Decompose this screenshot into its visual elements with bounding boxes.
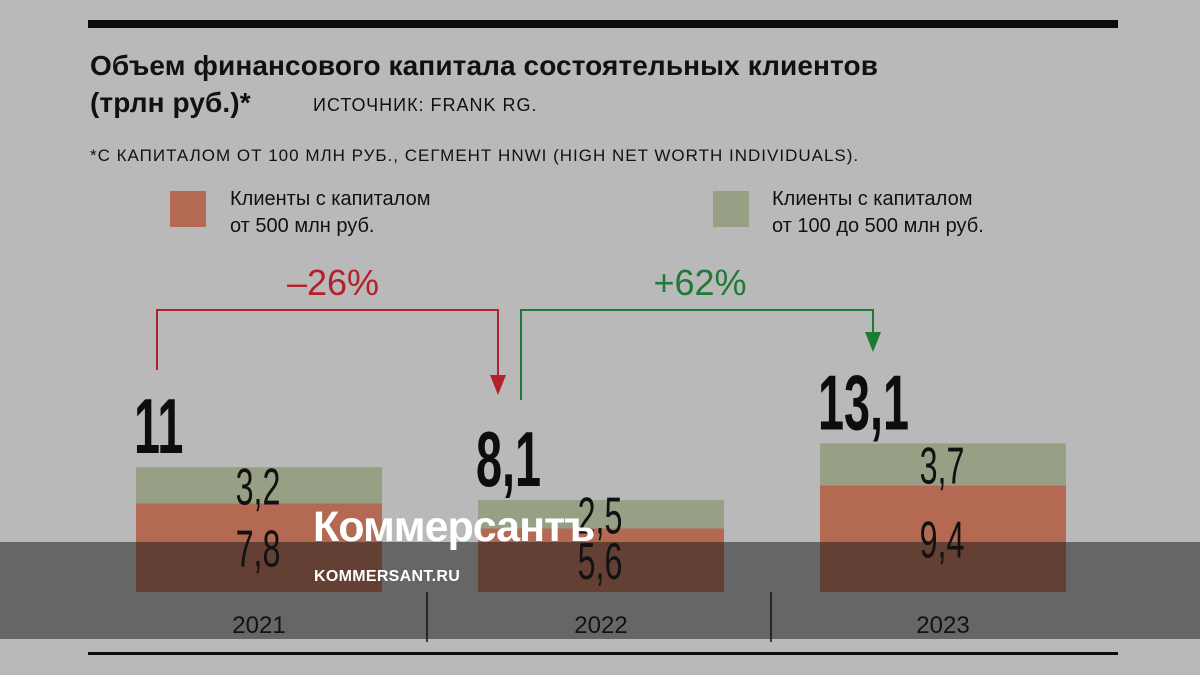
chart-title: Объем финансового капитала состоятельных… xyxy=(90,47,878,121)
top-rule xyxy=(88,20,1118,28)
legend-label-large: Клиенты с капиталом от 500 млн руб. xyxy=(230,186,430,240)
legend-label-mid: Клиенты с капиталом от 100 до 500 млн ру… xyxy=(772,186,984,240)
total-value-label: 11 xyxy=(134,383,183,470)
watermark-url: KOMMERSANT.RU xyxy=(314,568,461,585)
x-tick-label: 2021 xyxy=(232,612,285,639)
change-growth-arrowhead xyxy=(865,332,881,352)
footnote: *С КАПИТАЛОМ ОТ 100 МЛН РУБ., СЕГМЕНТ HN… xyxy=(90,146,860,165)
legend-label-mid-line2: от 100 до 500 млн руб. xyxy=(772,215,984,237)
change-decline-connector xyxy=(156,309,499,377)
source-note: ИСТОЧНИК: FRANK RG. xyxy=(313,95,538,115)
change-decline-arrowhead xyxy=(490,375,506,395)
change-growth-label: +62% xyxy=(653,262,746,303)
segment-value-label: 3,2 xyxy=(236,459,281,517)
segment-value-label: 9,4 xyxy=(920,512,965,570)
legend-swatch-mid xyxy=(713,191,749,227)
bar-segment-mid-2022 xyxy=(478,500,724,529)
x-tick-label: 2023 xyxy=(916,612,969,639)
chart-title-line2: (трлн руб.)* xyxy=(90,87,251,118)
watermark-logo: Коммерсантъ xyxy=(313,503,595,551)
segment-value-label: 3,7 xyxy=(920,438,965,496)
segment-value-label: 7,8 xyxy=(236,521,281,579)
total-value-label: 13,1 xyxy=(818,359,909,446)
legend-swatch-large xyxy=(170,191,206,227)
bar-segment-mid-2023 xyxy=(820,443,1066,486)
legend-label-large-line1: Клиенты с капиталом xyxy=(230,188,431,210)
chart-title-line1: Объем финансового капитала состоятельных… xyxy=(90,50,879,81)
legend-label-mid-line1: Клиенты с капиталом xyxy=(772,188,973,210)
segment-value-label: 2,5 xyxy=(578,488,623,546)
bar-segment-mid-2021 xyxy=(136,467,382,504)
change-decline-label: –26% xyxy=(287,262,379,303)
bottom-rule xyxy=(88,652,1118,655)
x-tick-label: 2022 xyxy=(574,612,627,639)
legend-label-large-line2: от 500 млн руб. xyxy=(230,215,375,237)
change-growth-connector xyxy=(520,309,874,400)
total-value-label: 8,1 xyxy=(476,416,541,503)
